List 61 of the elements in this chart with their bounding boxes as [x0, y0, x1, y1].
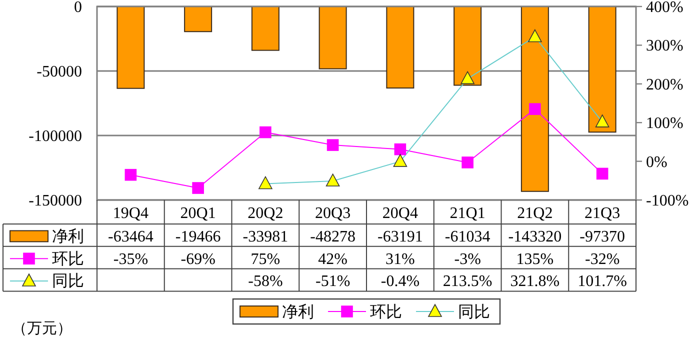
- legend-label: 环比: [370, 304, 402, 321]
- text: （万元）: [12, 321, 72, 337]
- y-tick-label: -150000: [28, 192, 82, 210]
- data-label: -33981: [242, 228, 288, 246]
- data-label: 31%: [386, 250, 415, 268]
- point: [394, 143, 406, 156]
- legend-label: 净利: [52, 228, 84, 246]
- data-label: 213.5%: [442, 273, 492, 290]
- data-label: 135%: [516, 250, 554, 268]
- point: [595, 114, 610, 128]
- data-label: -58%: [248, 273, 283, 290]
- point: [326, 139, 339, 151]
- data-label: -51%: [315, 273, 350, 290]
- point: [260, 126, 272, 138]
- data-label: -3%: [454, 250, 481, 268]
- x-tick-label: 20Q4: [382, 205, 418, 222]
- x-tick-label: 21Q1: [450, 205, 486, 222]
- point: [460, 71, 474, 84]
- legend-label: 环比: [52, 250, 84, 268]
- data-label: -61034: [444, 228, 490, 246]
- y2-tick-label: 400%: [646, 0, 684, 16]
- data-label: -0.4%: [380, 273, 420, 290]
- y2-tick-label: 300%: [646, 38, 684, 55]
- data-label: -48278: [310, 228, 356, 246]
- data-label: -97370: [580, 228, 625, 246]
- point: [462, 156, 474, 168]
- point: [393, 154, 408, 167]
- x-tick-label: 19Q4: [112, 205, 148, 222]
- point: [192, 182, 204, 194]
- point: [596, 168, 608, 180]
- point: [528, 29, 542, 42]
- data-label: -32%: [584, 250, 620, 268]
- point: [258, 176, 272, 190]
- data-label: -35%: [113, 250, 148, 268]
- data-label: -19466: [175, 228, 221, 246]
- y2-tick-label: 200%: [646, 76, 684, 94]
- x-tick-label: 20Q2: [248, 205, 284, 222]
- y-tick-label: 0: [74, 0, 82, 16]
- y2-tick-label: -100%: [646, 192, 689, 210]
- data-label: -63464: [108, 228, 154, 246]
- data-label: 101.7%: [578, 273, 627, 290]
- legend-label: 同比: [52, 273, 84, 290]
- x-tick-label: 21Q3: [584, 205, 620, 222]
- data-label: -69%: [180, 250, 216, 268]
- point: [124, 168, 137, 181]
- x-tick-label: 20Q3: [315, 205, 351, 222]
- y2-tick-label: 100%: [646, 115, 684, 132]
- y2-tick-label: 0%: [646, 154, 668, 171]
- legend-label: 同比: [458, 304, 490, 321]
- point: [326, 174, 340, 186]
- y-tick-label: -50000: [36, 64, 82, 80]
- data-label: 75%: [250, 250, 280, 268]
- data-label: -63191: [378, 228, 423, 246]
- point: [529, 103, 541, 115]
- y-tick-label: -100000: [28, 128, 82, 145]
- x-tick-label: 21Q2: [517, 205, 553, 222]
- legend-label: 净利: [282, 304, 314, 321]
- data-label: -143320: [508, 228, 562, 246]
- x-tick-label: 20Q1: [180, 205, 216, 222]
- data-label: 321.8%: [510, 273, 560, 290]
- data-label: 42%: [318, 250, 348, 268]
